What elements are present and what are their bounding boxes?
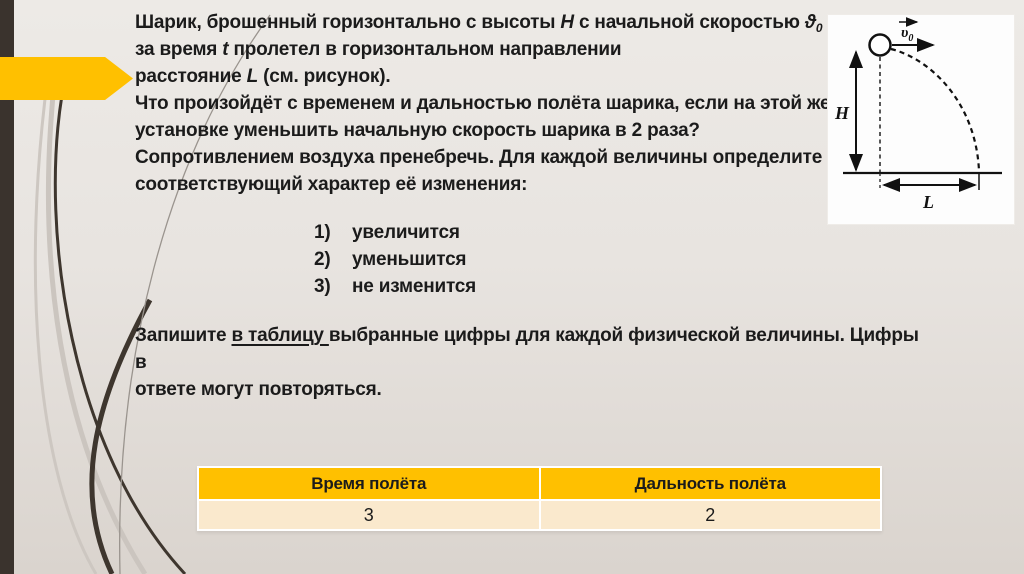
problem-line-5: установке уменьшить начальную скорость ш… bbox=[135, 120, 700, 141]
variable-v0: ϑ bbox=[804, 12, 816, 33]
answer-table: Время полёта Дальность полёта 3 2 bbox=[197, 466, 882, 531]
instruction-line-1: Запишите в таблицу выбранные цифры для к… bbox=[135, 322, 935, 376]
variable-t: t bbox=[222, 39, 229, 60]
option-label: уменьшится bbox=[352, 249, 467, 270]
list-item: 3) не изменится bbox=[314, 273, 476, 300]
velocity-symbol: υ bbox=[901, 25, 908, 41]
text-segment: за время bbox=[135, 39, 223, 60]
problem-statement: Шарик, брошенный горизонтально с высоты … bbox=[135, 9, 835, 198]
list-item: 1) увеличится bbox=[314, 219, 476, 246]
list-item: 2) уменьшится bbox=[314, 246, 476, 273]
table-header-row: Время полёта Дальность полёта bbox=[199, 468, 880, 499]
problem-line-6: Сопротивлением воздуха пренебречь. Для к… bbox=[135, 147, 823, 168]
trajectory-dashed-curve bbox=[890, 47, 981, 172]
variable-L: L bbox=[246, 66, 259, 87]
left-accent-bar bbox=[0, 0, 14, 574]
text-segment: расстояние bbox=[135, 66, 247, 87]
table-value-flight-range: 2 bbox=[540, 501, 880, 529]
distance-label: L bbox=[922, 192, 934, 212]
problem-line-1: Шарик, брошенный горизонтально с высоты … bbox=[135, 9, 835, 36]
velocity-label: υ0 bbox=[901, 25, 913, 44]
variable-v0-subscript: 0 bbox=[815, 21, 823, 35]
option-number: 1) bbox=[314, 222, 331, 243]
table-value-row: 3 2 bbox=[199, 501, 880, 529]
physics-diagram-card: H υ0 L bbox=[828, 15, 1014, 224]
answer-options-list: 1) увеличится 2) уменьшится 3) не изменится bbox=[314, 219, 476, 300]
option-label: увеличится bbox=[352, 222, 460, 243]
text-segment: с начальной скоростью bbox=[573, 12, 805, 33]
text-segment: пролетел в горизонтальном направлении bbox=[228, 39, 622, 60]
table-value-flight-time: 3 bbox=[199, 501, 539, 529]
problem-line-2: за время t пролетел в горизонтальном нап… bbox=[135, 36, 835, 63]
option-number: 2) bbox=[314, 249, 331, 270]
text-segment: Запишите bbox=[135, 325, 232, 346]
table-header-flight-time: Время полёта bbox=[199, 468, 539, 499]
table-header-flight-range: Дальность полёта bbox=[540, 468, 880, 499]
text-segment: (см. рисунок). bbox=[258, 66, 391, 87]
problem-line-3: расстояние L (см. рисунок). bbox=[135, 63, 835, 90]
swoosh-light-2 bbox=[33, 74, 98, 574]
option-label: не изменится bbox=[352, 276, 477, 297]
text-segment: выбранные цифры для каждой физической ве… bbox=[135, 325, 919, 373]
text-segment: Шарик, брошенный горизонтально с высоты bbox=[135, 12, 561, 33]
swoosh-light-1 bbox=[45, 74, 148, 574]
problem-line-4: Что произойдёт с временем и дальностью п… bbox=[135, 93, 831, 114]
height-label: H bbox=[834, 103, 850, 123]
option-number: 3) bbox=[314, 276, 331, 297]
instruction-text: Запишите в таблицу выбранные цифры для к… bbox=[135, 322, 935, 403]
ball bbox=[868, 33, 892, 57]
problem-line-7: соответствующий характер её изменения: bbox=[135, 174, 528, 195]
underlined-segment: в таблицу bbox=[231, 325, 329, 346]
variable-H: H bbox=[560, 12, 574, 33]
trajectory-diagram: H υ0 L bbox=[834, 17, 1002, 212]
yellow-arrow-marker bbox=[0, 57, 133, 100]
velocity-subscript: 0 bbox=[908, 33, 913, 44]
instruction-line-2: ответе могут повторяться. bbox=[135, 379, 382, 400]
